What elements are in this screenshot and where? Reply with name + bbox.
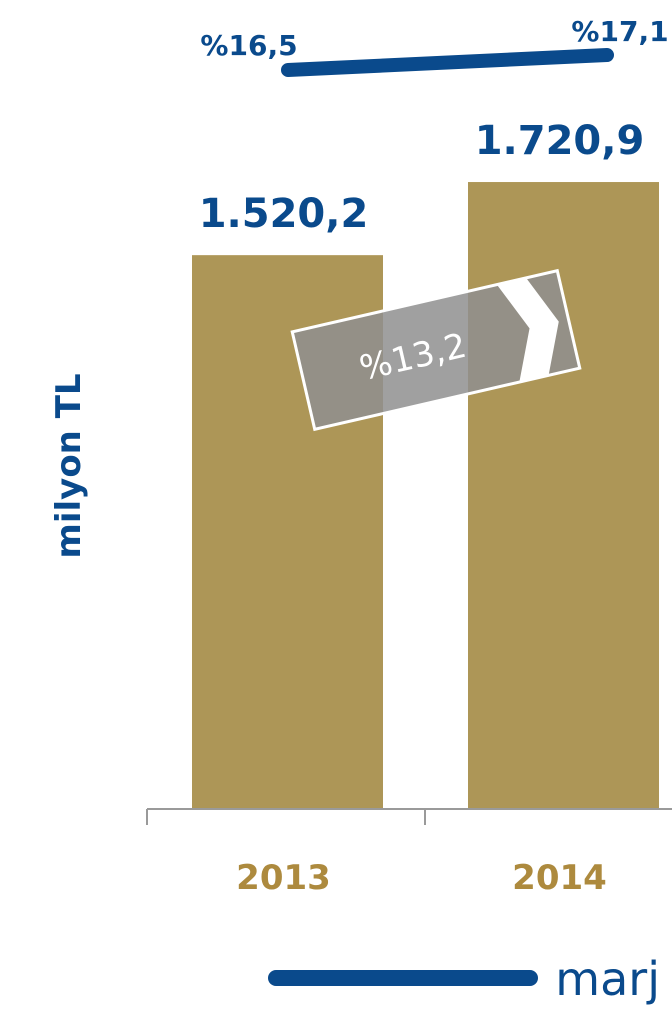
x-tick-label-2013: 2013 xyxy=(236,858,331,898)
margin-series-line xyxy=(281,48,614,77)
bar-value-label-2014: 1.720,9 xyxy=(475,118,645,164)
bar-2014 xyxy=(468,182,659,809)
growth-badge-box xyxy=(290,268,582,432)
x-tick-label-2014: 2014 xyxy=(512,858,607,898)
growth-badge: %13,2 xyxy=(290,268,582,432)
bar-value-label-2013: 1.520,2 xyxy=(199,191,369,237)
margin-label-2014: %17,1 xyxy=(571,15,668,48)
y-axis-label: milyon TL xyxy=(49,373,89,558)
chevron-right-icon xyxy=(496,277,559,383)
legend-marj-label: marj xyxy=(555,952,660,1006)
margin-label-2013: %16,5 xyxy=(200,29,297,62)
